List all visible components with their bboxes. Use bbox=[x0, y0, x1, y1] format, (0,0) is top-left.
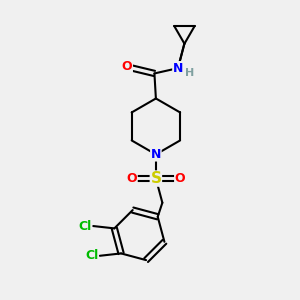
Text: H: H bbox=[184, 68, 194, 78]
Text: O: O bbox=[122, 60, 132, 73]
Text: S: S bbox=[150, 171, 161, 186]
Text: O: O bbox=[126, 172, 137, 185]
Text: Cl: Cl bbox=[78, 220, 92, 232]
Text: Cl: Cl bbox=[85, 249, 98, 262]
Text: O: O bbox=[175, 172, 185, 185]
Text: N: N bbox=[151, 148, 161, 161]
Text: N: N bbox=[173, 61, 183, 75]
